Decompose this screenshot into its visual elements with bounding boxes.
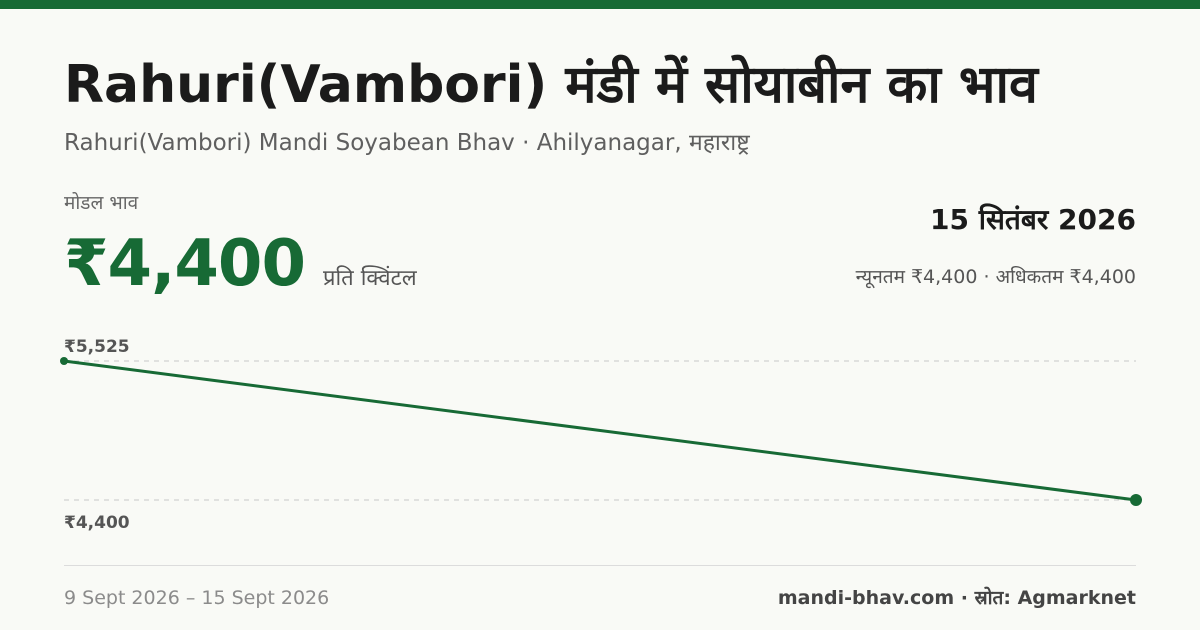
modal-price-value: ₹4,400 (64, 227, 306, 301)
series-line (62, 359, 1138, 502)
price-row: ₹4,400 प्रति क्विंटल (64, 222, 417, 306)
date-range: 9 Sept 2026 – 15 Sept 2026 (64, 587, 330, 609)
price-unit: प्रति क्विंटल (322, 266, 417, 291)
page-title: Rahuri(Vambori) मंडी में सोयाबीन का भाव (64, 55, 1038, 115)
data-point (60, 357, 68, 365)
page-subtitle: Rahuri(Vambori) Mandi Soyabean Bhav · Ah… (64, 130, 750, 156)
y-tick-label-max: ₹5,525 (64, 337, 130, 357)
y-tick-label-min: ₹4,400 (64, 513, 130, 533)
price-trend-chart: ₹5,525 ₹4,400 (60, 337, 1142, 533)
price-date: 15 सितंबर 2026 (930, 203, 1136, 236)
footer-divider (64, 565, 1136, 566)
modal-price-label: मोडल भाव (64, 192, 139, 214)
top-accent-bar (0, 0, 1200, 9)
data-point-latest (1130, 494, 1142, 506)
min-max-price: न्यूनतम ₹4,400 · अधिकतम ₹4,400 (855, 266, 1136, 288)
source-credit: mandi-bhav.com · स्रोत: Agmarknet (777, 587, 1136, 609)
